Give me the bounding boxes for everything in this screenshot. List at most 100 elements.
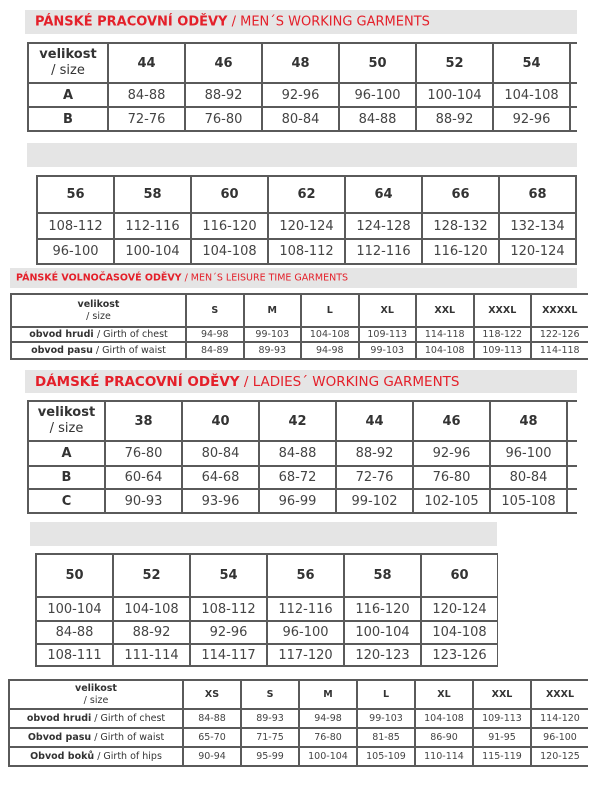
measurement-cell: 65-70 — [182, 727, 242, 748]
section-header-mens-working: PÁNSKÉ PRACOVNÍ ODĚVY / MEN´S WORKING GA… — [25, 10, 577, 34]
measurement-cell: 84-88 — [107, 82, 186, 108]
measurement-cell: 108-112 — [267, 238, 346, 265]
size-header-cell: 50 — [35, 553, 114, 598]
measurement-cell: 104-108 — [300, 326, 360, 343]
measurement-cell: 108-112 — [36, 212, 115, 240]
size-corner-cell: velikost / size — [10, 293, 187, 328]
measurement-cell: 76-80 — [104, 440, 183, 467]
measurement-cell: 100-104 — [415, 82, 494, 108]
row-label-cell: obvod pasu / Girth of waist — [10, 341, 187, 360]
measurement-cell: 112-116 — [344, 238, 423, 265]
measurement-cell: 80-84 — [489, 465, 568, 490]
measurement-cell: 94-98 — [185, 326, 245, 343]
table-row: obvod hrudi / Girth of chest 94-98 99-103 1… — [10, 326, 588, 343]
size-header-cell: 48 — [489, 400, 568, 442]
size-header-cell: XXXL — [472, 293, 532, 328]
measurement-cell: 84-88 — [182, 708, 242, 729]
row-label-cell: C — [27, 488, 106, 514]
section-title-en: / LADIES´ WORKING GARMENTS — [239, 373, 460, 390]
corner-label-cz: velikost — [39, 47, 97, 63]
size-header-cell: 64 — [344, 175, 423, 214]
measurement-cell: 72-76 — [335, 465, 414, 490]
table-row: 96-100 100-104 104-108 108-112 112-116 116-12… — [36, 238, 577, 265]
measurement-cell: 104-108 — [415, 341, 475, 360]
size-header-cell: M — [242, 293, 302, 328]
table-row: obvod hrudi / Girth of chest 84-88 89-93 94… — [8, 708, 588, 729]
measurement-cell: 105-109 — [356, 746, 416, 767]
corner-label-en: / size — [51, 63, 85, 78]
row-label-cell: B — [27, 106, 109, 132]
table-row: 84-88 88-92 92-96 96-100 100-104 104-108 — [35, 620, 498, 645]
overflow-cell — [569, 82, 577, 108]
measurement-cell: 132-134 — [498, 212, 577, 240]
measurement-cell: 99-102 — [335, 488, 414, 514]
size-header-cell: XL — [357, 293, 417, 328]
measurement-cell: 88-92 — [335, 440, 414, 467]
overflow-cell — [566, 465, 577, 490]
measurement-cell: 109-113 — [472, 708, 532, 729]
overflow-cell — [566, 400, 577, 442]
row-label-en: / Girth of hips — [94, 751, 162, 762]
row-label-cell: obvod hrudi / Girth of chest — [10, 326, 187, 343]
measurement-cell: 84-89 — [185, 341, 245, 360]
size-header-cell: M — [298, 679, 358, 710]
table-row: 108-111 111-114 114-117 117-120 120-123 123-1… — [35, 643, 498, 667]
overflow-cell — [566, 488, 577, 514]
row-label-cz: obvod hrudi — [26, 713, 92, 724]
measurement-cell: 123-126 — [420, 643, 498, 667]
size-header-cell: S — [240, 679, 300, 710]
row-label-cz: Obvod pasu — [27, 732, 92, 743]
size-header-cell: 60 — [420, 553, 498, 598]
size-header-cell: 56 — [266, 553, 345, 598]
measurement-cell: 99-103 — [242, 326, 302, 343]
table-row: B 72-76 76-80 80-84 84-88 88-92 92-96 — [27, 106, 577, 132]
measurement-cell: 120-123 — [343, 643, 422, 667]
measurement-cell: 81-85 — [356, 727, 416, 748]
size-header-cell: XXL — [472, 679, 532, 710]
measurement-cell: 88-92 — [112, 620, 191, 645]
size-corner-cell: velikost / size — [27, 400, 106, 442]
measurement-cell: 100-104 — [35, 596, 114, 622]
measurement-cell: 111-114 — [112, 643, 191, 667]
measurement-cell: 114-118 — [415, 326, 475, 343]
row-label-cz: B — [61, 470, 72, 485]
row-label-cell: obvod hrudi / Girth of chest — [8, 708, 184, 729]
table-row: A 76-80 80-84 84-88 88-92 92-96 96-100 — [27, 440, 577, 467]
table-row: 100-104 104-108 108-112 112-116 116-120 120-1… — [35, 596, 498, 622]
measurement-cell: 120-124 — [498, 238, 577, 265]
row-label-cz: obvod pasu — [31, 345, 93, 356]
measurement-cell: 105-108 — [489, 488, 568, 514]
table-header-row: 50 52 54 56 58 60 — [35, 553, 498, 598]
size-header-cell: 38 — [104, 400, 183, 442]
measurement-cell: 64-68 — [181, 465, 260, 490]
measurement-cell: 114-117 — [189, 643, 268, 667]
measurement-cell: 96-100 — [489, 440, 568, 467]
size-header-cell: 48 — [261, 42, 340, 84]
size-header-cell: S — [185, 293, 245, 328]
size-header-cell: XXL — [415, 293, 475, 328]
size-header-cell: 62 — [267, 175, 346, 214]
measurement-cell: 68-72 — [258, 465, 337, 490]
row-label-cz: C — [61, 493, 72, 509]
measurement-cell: 84-88 — [338, 106, 417, 132]
corner-label-en: / size — [83, 694, 109, 706]
measurement-cell: 118-122 — [472, 326, 532, 343]
measurement-cell: 100-104 — [343, 620, 422, 645]
measurement-cell: 109-113 — [472, 341, 532, 360]
overflow-cell — [569, 42, 577, 84]
table-header-row: velikost / size S M L XL XXL XXXL XXXXL — [10, 293, 588, 328]
measurement-cell: 88-92 — [415, 106, 494, 132]
size-header-cell: 44 — [335, 400, 414, 442]
section-title-bold: PÁNSKÉ VOLNOČASOVÉ ODĚVY — [16, 272, 182, 284]
size-header-cell: XS — [182, 679, 242, 710]
measurement-cell: 104-108 — [420, 620, 498, 645]
table-row: B 60-64 64-68 68-72 72-76 76-80 80-84 — [27, 465, 577, 490]
size-header-cell: 46 — [412, 400, 491, 442]
measurement-cell: 120-124 — [267, 212, 346, 240]
corner-label-en: / size — [49, 421, 84, 436]
mens-leisure-table: velikost / size S M L XL XXL XXXL XXXXL obvod hru… — [10, 293, 588, 360]
size-header-cell: 42 — [258, 400, 337, 442]
ladies-size-table: velikost / size XS S M L XL XXL XXXL obvod hrudi … — [8, 679, 588, 767]
size-header-cell: 52 — [112, 553, 191, 598]
measurement-cell: 72-76 — [107, 106, 186, 132]
